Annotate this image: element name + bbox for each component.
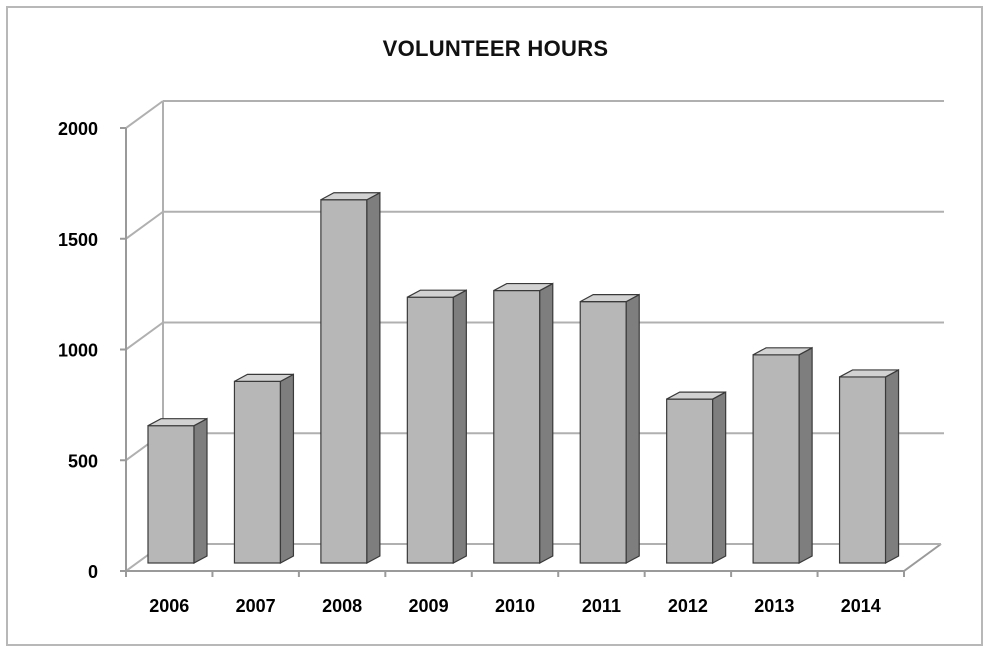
x-tick-label: 2008 <box>322 596 362 616</box>
y-tick-label: 1000 <box>58 341 98 361</box>
y-tick-label: 1500 <box>58 230 98 250</box>
bar <box>493 289 541 564</box>
bar-top <box>839 369 899 378</box>
bar-top <box>666 391 726 400</box>
bar <box>579 301 627 564</box>
bar <box>320 199 368 564</box>
bar <box>666 398 714 564</box>
x-tick-label: 2011 <box>582 596 621 616</box>
bar-side <box>366 191 381 565</box>
y-tick-label: 0 <box>88 562 98 582</box>
gridline-diagonal <box>125 100 164 129</box>
bar-top <box>234 373 294 382</box>
bar <box>233 380 282 564</box>
bar <box>752 354 800 564</box>
bar <box>147 425 195 564</box>
bar-side <box>452 289 467 565</box>
bar-side <box>625 293 640 565</box>
bar <box>838 376 887 564</box>
x-tick-label: 2007 <box>236 596 276 616</box>
bar-side <box>193 417 208 565</box>
gridline-diagonal <box>125 321 164 351</box>
x-tick-label: 2006 <box>149 596 189 616</box>
bar-side <box>712 391 727 565</box>
bar <box>406 296 454 564</box>
bar-side <box>798 346 813 565</box>
x-tick-label: 2012 <box>668 596 708 616</box>
bar-top <box>407 289 467 298</box>
y-tick-label: 500 <box>68 451 98 471</box>
bar-top <box>320 192 381 201</box>
x-tick-label: 2010 <box>495 596 535 616</box>
bar-side <box>279 373 295 565</box>
y-tick-label: 2000 <box>58 119 98 139</box>
gridline-diagonal <box>125 210 164 240</box>
bar-top <box>493 282 554 292</box>
bar-top <box>147 418 208 427</box>
bar-top <box>579 294 640 303</box>
x-tick-label: 2009 <box>409 596 449 616</box>
chart-plot: 0 500 1000 1500 2000 2006 2007 2008 2009 2010 2011… <box>58 100 944 616</box>
bar-top <box>752 347 813 356</box>
x-tick-label: 2014 <box>841 596 881 616</box>
bar-side <box>884 368 900 565</box>
bar-side <box>539 282 554 565</box>
x-tick-label: 2013 <box>754 596 794 616</box>
chart-title: VOLUNTEER HOURS <box>382 36 609 61</box>
